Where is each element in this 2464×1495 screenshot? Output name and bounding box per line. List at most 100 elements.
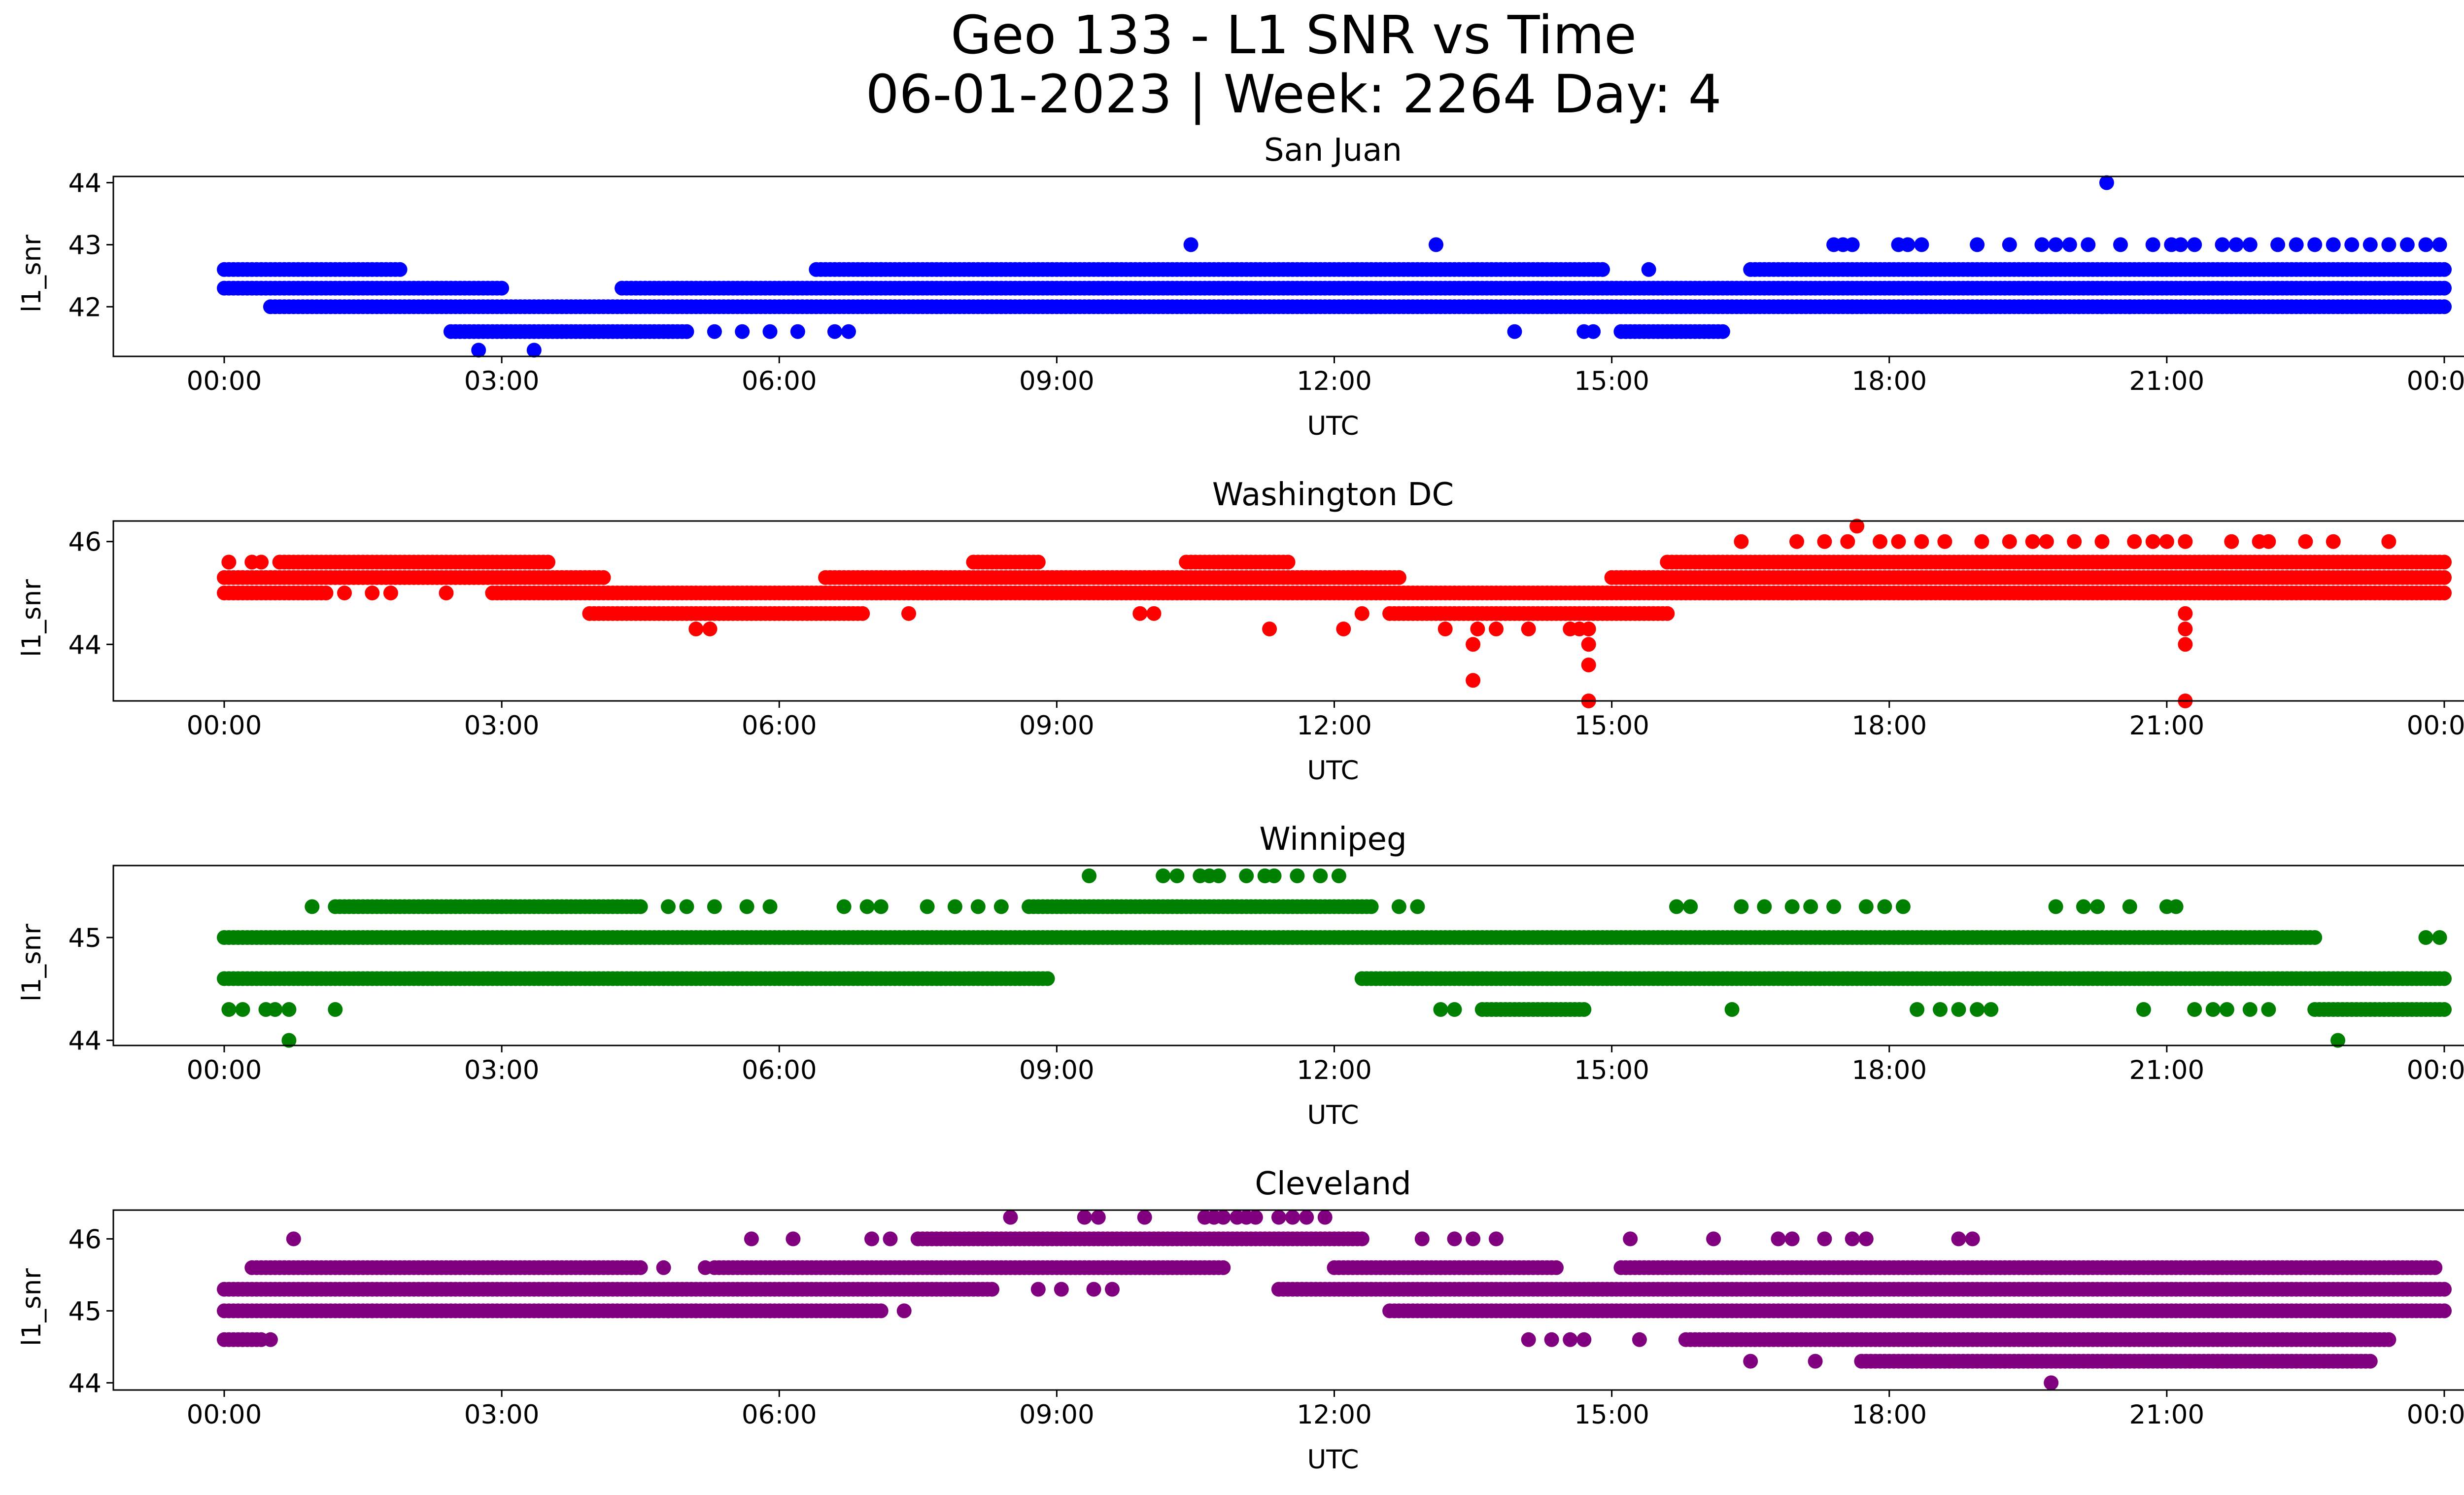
data-point xyxy=(1410,899,1425,914)
subplot-title: Cleveland xyxy=(1255,1166,1411,1202)
data-point xyxy=(661,899,676,914)
y-tick-label: 43 xyxy=(68,230,102,260)
y-tick-label: 44 xyxy=(68,169,102,199)
data-point xyxy=(1169,868,1185,883)
data-point xyxy=(365,586,380,600)
data-point xyxy=(873,899,889,914)
data-point xyxy=(2002,237,2017,252)
data-point xyxy=(2362,237,2378,252)
data-point xyxy=(2432,237,2447,252)
data-point xyxy=(318,586,334,600)
data-point xyxy=(1724,1002,1740,1017)
data-point xyxy=(2298,534,2313,549)
x-tick-label: 21:00 xyxy=(2129,1055,2205,1085)
data-point xyxy=(2136,1002,2151,1017)
data-point xyxy=(1132,606,1148,621)
data-point xyxy=(1914,534,1929,549)
data-point xyxy=(2122,299,2137,314)
x-tick-label: 00:00 xyxy=(187,711,262,741)
x-tick-label: 12:00 xyxy=(1297,366,1372,396)
data-point xyxy=(254,555,269,570)
data-point xyxy=(1817,534,1832,549)
data-point xyxy=(2145,237,2160,252)
data-point xyxy=(1784,586,1800,600)
data-point xyxy=(2173,237,2188,252)
data-point xyxy=(383,586,398,600)
data-point xyxy=(281,1002,297,1017)
data-point xyxy=(1789,534,1804,549)
data-point xyxy=(2039,534,2054,549)
data-point xyxy=(2437,280,2452,296)
data-point xyxy=(1895,899,1911,914)
x-tick-label: 03:00 xyxy=(464,711,540,741)
data-point xyxy=(2076,899,2091,914)
data-point xyxy=(2381,534,2396,549)
data-point xyxy=(1845,237,1860,252)
x-tick-label: 06:00 xyxy=(742,1055,817,1085)
data-point xyxy=(2242,237,2258,252)
x-tick-label: 03:00 xyxy=(464,366,540,396)
data-point xyxy=(1433,1002,1448,1017)
data-point xyxy=(1354,606,1369,621)
x-axis-label: UTC xyxy=(1307,411,1359,441)
data-point xyxy=(1798,586,1814,600)
data-point xyxy=(2242,1002,2258,1017)
data-point xyxy=(1507,324,1522,339)
data-point xyxy=(2432,586,2447,600)
data-point xyxy=(2326,237,2341,252)
data-point xyxy=(1586,324,1601,339)
data-point xyxy=(688,622,704,636)
data-point xyxy=(970,899,986,914)
x-tick-label: 09:00 xyxy=(1019,1055,1095,1085)
x-tick-label: 00:00 xyxy=(187,366,262,396)
figure-title-line1: Geo 133 - L1 SNR vs Time xyxy=(951,5,1637,66)
data-point xyxy=(328,1002,343,1017)
data-point xyxy=(1313,868,1328,883)
data-point xyxy=(2437,1002,2452,1017)
data-point xyxy=(855,606,870,621)
data-point xyxy=(1466,637,1481,652)
data-point xyxy=(836,899,852,914)
x-tick-label: 00:00 xyxy=(2407,1055,2464,1085)
data-point xyxy=(1216,1260,1231,1275)
data-point xyxy=(2187,237,2202,252)
x-tick-label: 18:00 xyxy=(1851,366,1927,396)
data-point xyxy=(221,555,237,570)
data-point xyxy=(790,324,805,339)
data-point xyxy=(1211,868,1226,883)
data-point xyxy=(707,899,722,914)
x-axis-label: UTC xyxy=(1307,1445,1359,1475)
data-point xyxy=(841,324,856,339)
x-tick-label: 15:00 xyxy=(1574,711,1649,741)
y-tick-label: 44 xyxy=(68,1026,102,1056)
y-tick-label: 42 xyxy=(68,292,102,322)
x-axis-label: UTC xyxy=(1307,756,1359,786)
data-point xyxy=(633,1260,648,1275)
data-point xyxy=(1470,622,1485,636)
x-tick-label: 00:00 xyxy=(2407,711,2464,741)
data-point xyxy=(2145,534,2160,549)
data-point xyxy=(337,586,352,600)
data-point xyxy=(2002,534,2017,549)
data-point xyxy=(2437,1282,2452,1297)
x-tick-label: 21:00 xyxy=(2129,366,2205,396)
data-point xyxy=(702,622,718,636)
y-axis-label: l1_snr xyxy=(17,924,47,1002)
data-point xyxy=(526,343,542,358)
data-point xyxy=(985,1282,999,1297)
data-point xyxy=(1734,899,1749,914)
data-point xyxy=(1146,606,1162,621)
data-point xyxy=(235,1002,250,1017)
data-point xyxy=(2090,899,2105,914)
data-point xyxy=(2261,534,2276,549)
data-point xyxy=(596,570,611,585)
data-point xyxy=(439,586,454,600)
data-point xyxy=(1549,1260,1564,1275)
data-point xyxy=(2437,971,2452,986)
y-tick-label: 44 xyxy=(68,630,102,660)
data-point xyxy=(2437,299,2452,314)
data-point xyxy=(993,899,1009,914)
data-point xyxy=(1900,237,1916,252)
data-point xyxy=(1641,262,1656,277)
data-point xyxy=(2081,237,2096,252)
